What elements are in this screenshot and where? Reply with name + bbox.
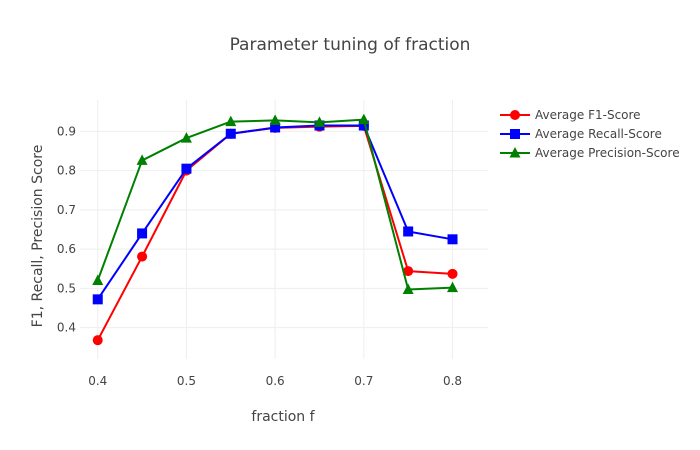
data-point xyxy=(225,115,237,127)
x-tick-label: 0.5 xyxy=(177,374,196,388)
legend: Average F1-Score Average Recall-Score Aver… xyxy=(500,108,680,160)
legend-label: Average F1-Score xyxy=(535,108,641,122)
legend-item[interactable]: Average Recall-Score xyxy=(500,127,662,141)
data-point xyxy=(225,128,236,139)
series-triangle xyxy=(92,113,459,295)
data-point xyxy=(358,113,370,125)
series-square xyxy=(92,120,458,305)
data-point xyxy=(181,163,192,174)
data-point xyxy=(92,274,104,286)
tick-layer: 0.4 0.5 0.6 0.7 0.8 0.4 0.5 0.6 0.7 0.8 0.9 xyxy=(57,124,462,388)
x-axis-title: fraction f xyxy=(251,409,315,425)
legend-item[interactable]: Average F1-Score xyxy=(500,108,641,122)
data-point xyxy=(180,132,192,143)
data-point xyxy=(447,268,458,279)
legend-marker xyxy=(510,129,520,139)
data-point xyxy=(136,154,148,165)
data-point xyxy=(137,251,148,262)
y-tick-label: 0.6 xyxy=(57,242,76,256)
data-point xyxy=(403,226,414,237)
data-point xyxy=(269,114,281,125)
grid-layer xyxy=(80,100,488,359)
legend-label: Average Recall-Score xyxy=(535,127,662,141)
x-tick-label: 0.7 xyxy=(354,374,373,388)
data-point xyxy=(447,234,458,245)
legend-item[interactable]: Average Precision-Score xyxy=(500,146,680,160)
data-point xyxy=(92,335,103,346)
data-point xyxy=(447,281,459,293)
data-point xyxy=(358,120,369,131)
y-tick-label: 0.8 xyxy=(57,164,76,178)
data-point xyxy=(92,294,103,305)
data-point xyxy=(402,283,414,295)
y-tick-label: 0.7 xyxy=(57,203,76,217)
y-tick-label: 0.4 xyxy=(57,321,76,335)
y-tick-label: 0.5 xyxy=(57,281,76,295)
legend-marker xyxy=(509,147,521,158)
data-point xyxy=(137,228,148,239)
chart-title: Parameter tuning of fraction xyxy=(230,35,471,55)
data-point xyxy=(270,122,281,133)
y-axis-title: F1, Recall, Precision Score xyxy=(30,145,46,328)
series-layer xyxy=(92,113,459,346)
data-point xyxy=(313,116,325,127)
x-tick-label: 0.4 xyxy=(88,374,107,388)
legend-marker xyxy=(510,110,520,120)
legend-label: Average Precision-Score xyxy=(535,146,680,160)
data-point xyxy=(403,266,414,277)
x-tick-label: 0.8 xyxy=(443,374,462,388)
y-tick-label: 0.9 xyxy=(57,124,76,138)
x-tick-label: 0.6 xyxy=(266,374,285,388)
